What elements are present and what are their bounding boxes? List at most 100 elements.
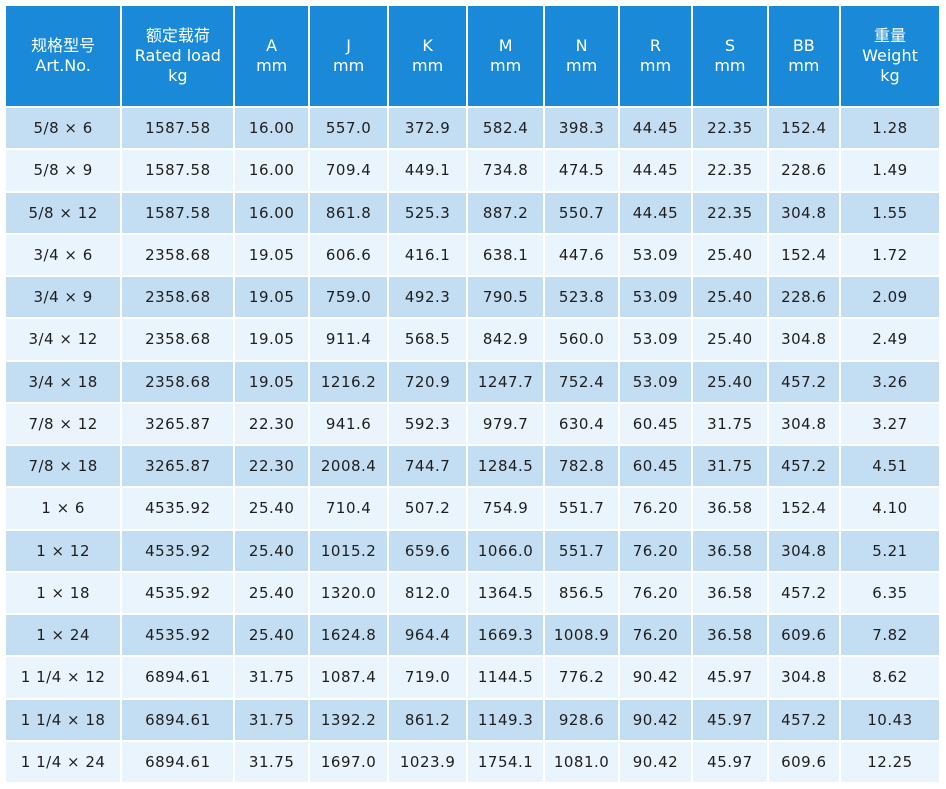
cell-s: 36.58 xyxy=(693,488,767,529)
table-row: 5/8 × 9 1587.58 16.00 709.4 449.1 734.8 474.5 4… xyxy=(6,150,939,191)
column-header-line2: mm xyxy=(714,56,746,75)
cell-weight: 8.62 xyxy=(841,657,939,698)
cell-bb: 228.6 xyxy=(768,277,839,318)
cell-rated-load: 1587.58 xyxy=(122,150,234,191)
cell-m: 1364.5 xyxy=(467,572,544,613)
cell-k: 568.5 xyxy=(389,319,466,360)
cell-bb: 457.2 xyxy=(768,699,839,740)
cell-j: 709.4 xyxy=(309,150,388,191)
cell-art-no: 5/8 × 12 xyxy=(6,192,121,233)
column-header-line2: mm xyxy=(788,56,820,75)
cell-k: 1023.9 xyxy=(389,741,466,782)
cell-r: 44.45 xyxy=(619,192,692,233)
column-header-line2: mm xyxy=(565,56,598,75)
cell-weight: 5.21 xyxy=(841,530,939,571)
cell-rated-load: 4535.92 xyxy=(122,615,234,656)
cell-a: 19.05 xyxy=(235,277,308,318)
cell-k: 659.6 xyxy=(389,530,466,571)
cell-bb: 304.8 xyxy=(768,403,839,444)
cell-j: 710.4 xyxy=(309,488,388,529)
cell-s: 31.75 xyxy=(693,403,767,444)
cell-r: 44.45 xyxy=(619,150,692,191)
table-row: 7/8 × 12 3265.87 22.30 941.6 592.3 979.7 630.4… xyxy=(6,403,939,444)
cell-bb: 228.6 xyxy=(768,150,839,191)
table-row: 3/4 × 12 2358.68 19.05 911.4 568.5 842.9 560.0… xyxy=(6,319,939,360)
cell-bb: 609.6 xyxy=(768,741,839,782)
cell-m: 638.1 xyxy=(467,234,544,275)
table-row: 1 × 12 4535.92 25.40 1015.2 659.6 1066.0 551.7… xyxy=(6,530,939,571)
cell-m: 842.9 xyxy=(467,319,544,360)
cell-r: 90.42 xyxy=(619,657,692,698)
cell-a: 25.40 xyxy=(235,488,308,529)
cell-a: 25.40 xyxy=(235,530,308,571)
column-header-line1: BB xyxy=(792,36,815,55)
cell-m: 734.8 xyxy=(467,150,544,191)
table-row: 7/8 × 18 3265.87 22.30 2008.4 744.7 1284.5 782… xyxy=(6,446,939,487)
cell-a: 16.00 xyxy=(235,108,308,149)
cell-rated-load: 4535.92 xyxy=(122,488,234,529)
cell-s: 25.40 xyxy=(693,234,767,275)
cell-art-no: 3/4 × 9 xyxy=(6,277,121,318)
cell-s: 22.35 xyxy=(693,150,767,191)
table-row: 3/4 × 9 2358.68 19.05 759.0 492.3 790.5 523.8 5… xyxy=(6,277,939,318)
cell-j: 1087.4 xyxy=(309,657,388,698)
cell-r: 76.20 xyxy=(619,615,692,656)
cell-k: 416.1 xyxy=(389,234,466,275)
table-body: 5/8 × 6 1587.58 16.00 557.0 372.9 582.4 398.3 4… xyxy=(6,108,939,782)
cell-j: 1216.2 xyxy=(309,361,388,402)
cell-bb: 304.8 xyxy=(768,530,839,571)
cell-k: 861.2 xyxy=(389,699,466,740)
cell-r: 90.42 xyxy=(619,699,692,740)
column-header-line2: mm xyxy=(333,56,365,75)
cell-weight: 6.35 xyxy=(841,572,939,613)
cell-k: 492.3 xyxy=(389,277,466,318)
column-header-line1: 重量 xyxy=(873,26,906,45)
cell-r: 60.45 xyxy=(619,403,692,444)
cell-rated-load: 2358.68 xyxy=(122,319,234,360)
cell-k: 744.7 xyxy=(389,446,466,487)
cell-m: 979.7 xyxy=(467,403,544,444)
cell-r: 53.09 xyxy=(619,319,692,360)
cell-art-no: 7/8 × 12 xyxy=(6,403,121,444)
cell-s: 45.97 xyxy=(693,741,767,782)
cell-rated-load: 2358.68 xyxy=(122,361,234,402)
cell-s: 36.58 xyxy=(693,530,767,571)
column-header-line2: Art.No. xyxy=(35,56,91,75)
cell-s: 25.40 xyxy=(693,319,767,360)
cell-m: 887.2 xyxy=(467,192,544,233)
table-row: 1 × 18 4535.92 25.40 1320.0 812.0 1364.5 856.5… xyxy=(6,572,939,613)
cell-s: 45.97 xyxy=(693,699,767,740)
column-header-line1: A xyxy=(266,36,278,55)
cell-bb: 457.2 xyxy=(768,446,839,487)
cell-s: 36.58 xyxy=(693,615,767,656)
cell-r: 76.20 xyxy=(619,572,692,613)
cell-k: 525.3 xyxy=(389,192,466,233)
column-header-line1: 规格型号 xyxy=(31,36,96,55)
cell-bb: 152.4 xyxy=(768,234,839,275)
cell-rated-load: 6894.61 xyxy=(122,741,234,782)
column-header-line1: J xyxy=(346,36,351,55)
cell-m: 1144.5 xyxy=(467,657,544,698)
cell-art-no: 3/4 × 6 xyxy=(6,234,121,275)
cell-weight: 7.82 xyxy=(841,615,939,656)
cell-j: 911.4 xyxy=(309,319,388,360)
cell-j: 759.0 xyxy=(309,277,388,318)
cell-art-no: 1 1/4 × 18 xyxy=(6,699,121,740)
cell-rated-load: 3265.87 xyxy=(122,446,234,487)
cell-bb: 152.4 xyxy=(768,108,839,149)
cell-j: 1624.8 xyxy=(309,615,388,656)
column-header-line3: kg xyxy=(168,66,188,85)
cell-rated-load: 6894.61 xyxy=(122,657,234,698)
cell-k: 372.9 xyxy=(389,108,466,149)
cell-art-no: 1 1/4 × 12 xyxy=(6,657,121,698)
cell-k: 720.9 xyxy=(389,361,466,402)
cell-art-no: 1 × 18 xyxy=(6,572,121,613)
cell-j: 861.8 xyxy=(309,192,388,233)
column-header-line1: S xyxy=(724,36,735,55)
cell-r: 53.09 xyxy=(619,277,692,318)
